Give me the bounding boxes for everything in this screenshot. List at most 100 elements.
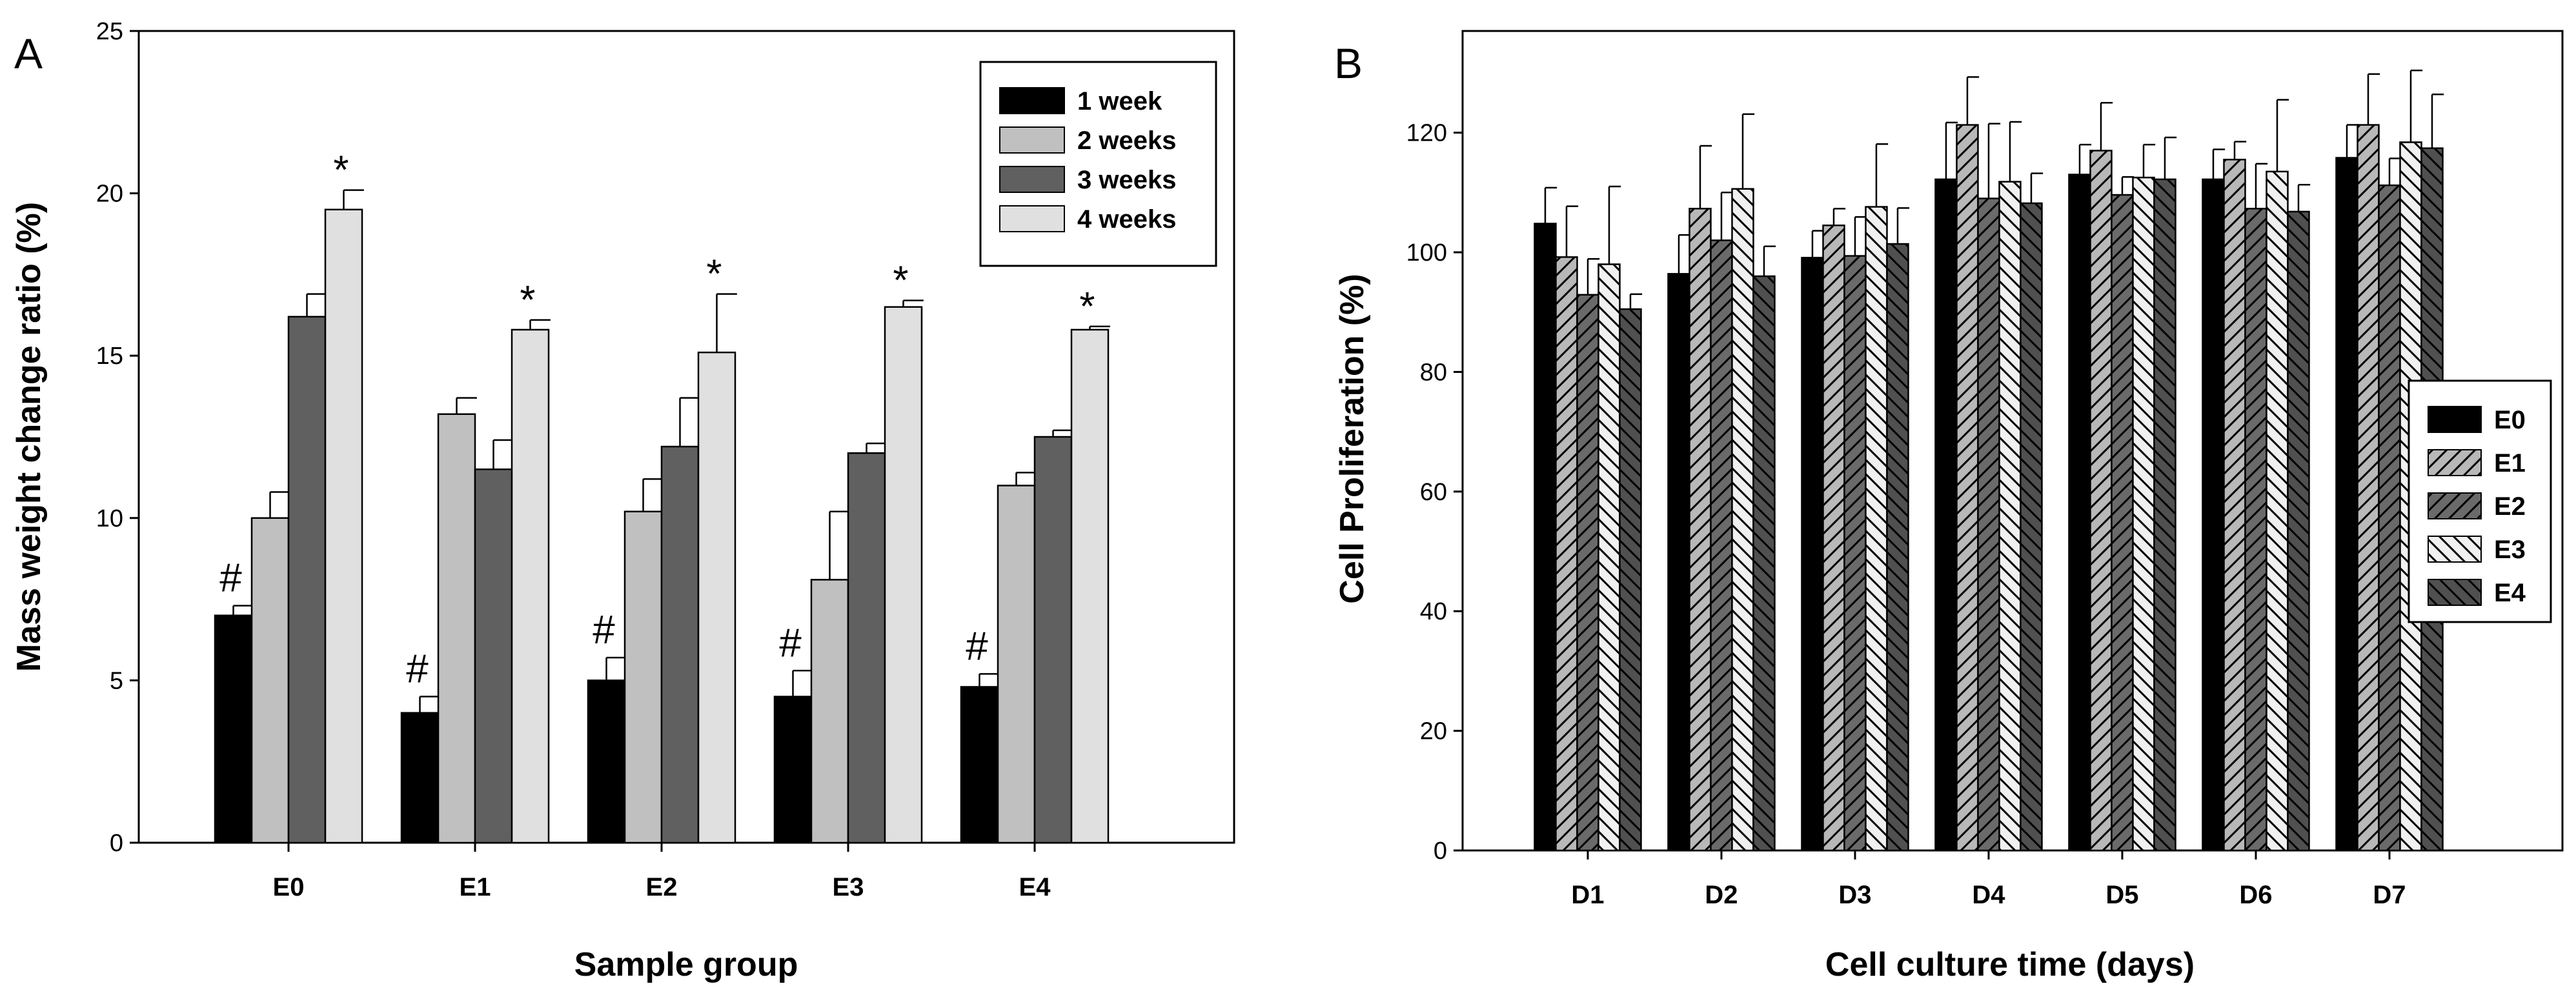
legend-entry-label: 4 weeks [1077, 205, 1176, 234]
significance-asterisk: * [333, 148, 349, 193]
bar [2111, 194, 2134, 852]
bar [2068, 174, 2091, 852]
bar [624, 510, 663, 844]
y-tick-label: 20 [1420, 718, 1447, 745]
legend-swatch [2428, 579, 2482, 606]
panel-a-y-axis-title: Mass weight change ratio (%) [10, 202, 48, 672]
x-tick-label: D5 [2105, 881, 2138, 909]
x-tick-label: D7 [2373, 881, 2406, 909]
legend-swatch [2428, 536, 2482, 563]
panel-b-chart: B Cell Proliferation (%) Cell culture ti… [1334, 30, 2564, 983]
x-tick-label: E3 [833, 873, 864, 901]
bar [474, 468, 513, 844]
bar [287, 316, 327, 844]
panel-b-y-axis-title: Cell Proliferation (%) [1334, 274, 1371, 603]
x-tick-label: E2 [646, 873, 678, 901]
significance-asterisk: * [706, 252, 722, 297]
bar [511, 328, 550, 844]
legend-swatch [999, 166, 1065, 193]
legend-swatch [999, 87, 1065, 114]
bar [1998, 181, 2022, 852]
bar [1576, 294, 1599, 852]
x-tick-label: D1 [1571, 881, 1604, 909]
bar [2287, 210, 2310, 852]
x-tick-label: D4 [1972, 881, 2005, 909]
bar [810, 579, 849, 844]
bar [1801, 257, 1824, 852]
bar [1843, 255, 1867, 852]
x-tick-label: E4 [1019, 873, 1051, 901]
bar [960, 686, 999, 844]
x-tick-label: D3 [1838, 881, 1871, 909]
panel-a-chart: A Mass weight change ratio (%) Sample gr… [10, 18, 1235, 983]
legend-entry-label: 1 week [1077, 87, 1162, 116]
legend-swatch [999, 126, 1065, 154]
bar [2153, 178, 2176, 852]
panel-b-label: B [1334, 39, 1363, 87]
legend-entry-label: E0 [2494, 406, 2526, 434]
bar [1689, 208, 1712, 852]
bar [997, 485, 1036, 844]
legend-entry-label: 2 weeks [1077, 126, 1176, 155]
bar [1033, 436, 1073, 844]
y-tick-label: 60 [1420, 479, 1447, 506]
y-tick-label: 5 [110, 667, 123, 694]
panel-a-x-axis-title: Sample group [574, 946, 798, 983]
significance-hash: # [966, 624, 988, 668]
bar [2378, 184, 2401, 852]
bar [1555, 256, 1578, 852]
bar [1956, 124, 1979, 852]
bar [1977, 197, 2000, 852]
significance-hash: # [219, 556, 242, 601]
x-tick-label: E1 [460, 873, 491, 901]
bar [2223, 159, 2246, 852]
y-tick-label: 10 [96, 505, 123, 532]
significance-asterisk: * [1079, 285, 1095, 329]
bar [1667, 273, 1690, 852]
bar [773, 696, 813, 844]
x-tick-label: D6 [2239, 881, 2272, 909]
y-tick-label: 40 [1420, 598, 1447, 625]
y-tick-label: 80 [1420, 359, 1447, 386]
x-tick-label: D2 [1705, 881, 1738, 909]
significance-asterisk: * [893, 259, 908, 303]
bar [1886, 243, 1909, 852]
bar [2132, 176, 2155, 852]
y-tick-label: 120 [1406, 120, 1447, 147]
bar [400, 712, 440, 844]
bar [2335, 157, 2358, 852]
legend-entry-label: E1 [2494, 449, 2526, 477]
bar [660, 445, 700, 844]
bar [2089, 150, 2113, 852]
legend-swatch [2428, 406, 2482, 433]
bar [2266, 170, 2289, 852]
legend-swatch [2428, 492, 2482, 519]
bar [2020, 202, 2043, 852]
bar [2202, 178, 2225, 852]
significance-hash: # [779, 621, 802, 665]
y-tick-label: 100 [1406, 239, 1447, 266]
significance-hash: # [593, 608, 615, 652]
legend-swatch [999, 205, 1065, 232]
y-tick-label: 15 [96, 343, 123, 370]
legend-entry-label: E3 [2494, 536, 2526, 564]
y-tick-label: 0 [1434, 838, 1447, 865]
significance-hash: # [406, 647, 429, 692]
significance-asterisk: * [520, 278, 535, 323]
bar [1822, 225, 1845, 852]
bar [587, 679, 626, 844]
bar [2244, 208, 2267, 852]
y-tick-label: 0 [110, 830, 123, 857]
bar [324, 208, 363, 844]
legend: 1 week 2 weeks 3 weeks 4 weeks [979, 61, 1217, 267]
bar [1865, 206, 1888, 852]
panel-a-plot-area: 0 5 10 15 20 25 E0 E1 E2 E3 E4 # # # # # * * * * * 1 week 2 we… [96, 18, 1235, 901]
panel-b-x-axis-title: Cell culture time (days) [1825, 946, 2195, 983]
panel-a-label: A [14, 30, 43, 77]
bar [1710, 239, 1733, 852]
bar [884, 306, 923, 844]
x-tick-label: E0 [273, 873, 305, 901]
y-tick-label: 20 [96, 181, 123, 208]
bar [1597, 263, 1621, 852]
bar [847, 452, 886, 844]
